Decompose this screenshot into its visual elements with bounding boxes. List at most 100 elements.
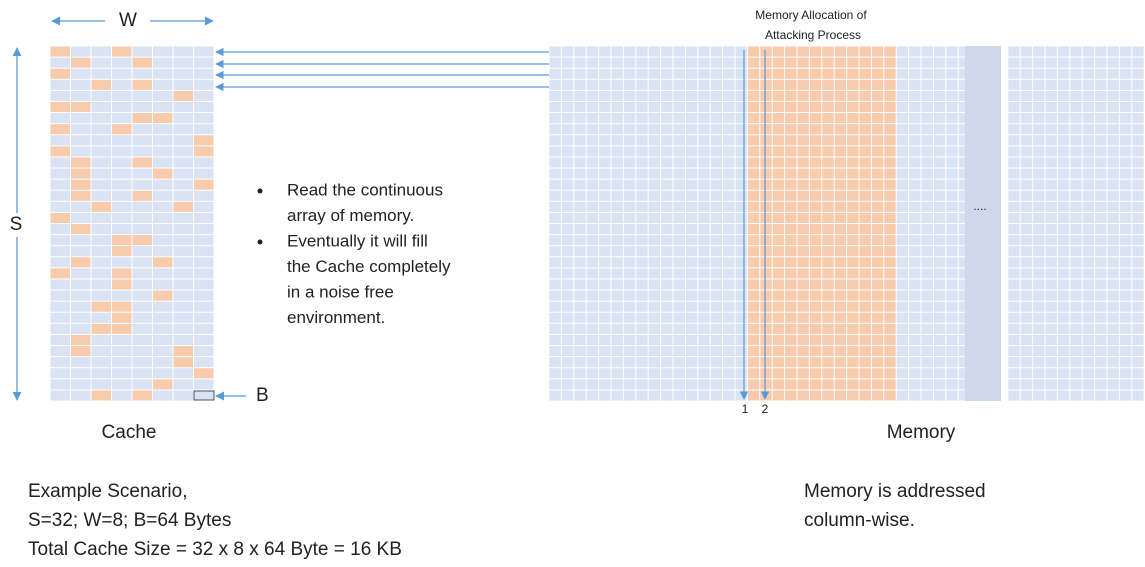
memory-cell xyxy=(859,157,871,168)
memory-cell xyxy=(636,212,648,223)
memory-cell xyxy=(685,179,698,190)
memory-cell xyxy=(785,379,797,390)
memory-cell xyxy=(685,279,698,290)
memory-cell xyxy=(648,279,661,290)
memory-cell xyxy=(834,146,847,157)
cache-cell xyxy=(173,290,193,301)
memory-cell xyxy=(648,113,661,124)
memory-cell xyxy=(958,157,971,168)
memory-cell xyxy=(723,157,735,168)
memory-cell xyxy=(735,212,747,223)
memory-cell xyxy=(958,323,971,334)
memory-cell xyxy=(698,346,710,357)
memory-cell xyxy=(623,179,636,190)
cache-cell xyxy=(50,357,70,368)
memory-cell xyxy=(747,113,760,124)
memory-cell xyxy=(896,201,909,212)
memory-cell xyxy=(772,146,785,157)
memory-cell xyxy=(946,201,958,212)
memory-cell xyxy=(723,379,735,390)
memory-cell xyxy=(1033,101,1045,113)
cache-cell xyxy=(50,68,70,79)
memory-cell xyxy=(710,124,723,135)
memory-cell xyxy=(747,279,760,290)
memory-cell xyxy=(884,279,896,290)
cache-cell xyxy=(91,224,111,235)
memory-cell xyxy=(698,301,710,312)
memory-cell xyxy=(1119,312,1132,323)
memory-cell xyxy=(648,368,661,379)
cache-cell xyxy=(132,135,152,146)
memory-cell xyxy=(1045,146,1057,157)
memory-cell xyxy=(871,357,884,368)
cache-cell xyxy=(132,146,152,157)
memory-cell xyxy=(586,101,599,113)
memory-cell xyxy=(1020,68,1033,79)
memory-cell xyxy=(847,346,859,357)
memory-cell xyxy=(785,290,797,301)
memory-cell xyxy=(1057,379,1070,390)
memory-cell xyxy=(797,268,809,279)
memory-cell xyxy=(673,368,685,379)
memory-cell xyxy=(586,113,599,124)
memory-cell xyxy=(648,357,661,368)
memory-cell xyxy=(685,212,698,223)
memory-cell xyxy=(909,157,921,168)
cache-cell xyxy=(153,79,173,90)
memory-cell xyxy=(958,101,971,113)
memory-cell xyxy=(933,246,946,257)
memory-cell xyxy=(1045,190,1057,201)
memory-cell xyxy=(698,379,710,390)
cache-cell xyxy=(71,57,91,68)
memory-cell xyxy=(871,224,884,235)
memory-cell xyxy=(586,224,599,235)
memory-cell xyxy=(871,179,884,190)
memory-cell xyxy=(685,312,698,323)
cache-cell xyxy=(132,201,152,212)
cache-cell xyxy=(112,246,132,257)
memory-cell xyxy=(1008,124,1020,135)
memory-cell xyxy=(623,346,636,357)
memory-cell xyxy=(834,301,847,312)
memory-cell xyxy=(735,379,747,390)
memory-cell xyxy=(673,57,685,68)
memory-cell xyxy=(1082,246,1095,257)
memory-cell xyxy=(847,79,859,90)
memory-cell xyxy=(735,46,747,57)
memory-cell xyxy=(549,279,561,290)
memory-cell xyxy=(723,368,735,379)
memory-cell xyxy=(574,301,586,312)
memory-cell xyxy=(884,301,896,312)
memory-cell xyxy=(673,79,685,90)
memory-cell xyxy=(723,346,735,357)
memory-cell xyxy=(847,312,859,323)
cache-cell xyxy=(50,135,70,146)
memory-cell xyxy=(549,79,561,90)
cache-cell xyxy=(153,201,173,212)
memory-cell xyxy=(760,368,772,379)
memory-cell xyxy=(1057,68,1070,79)
cache-cell xyxy=(194,190,214,201)
cache-cell xyxy=(132,268,152,279)
memory-cell xyxy=(871,135,884,146)
memory-cell xyxy=(599,312,611,323)
memory-cell xyxy=(1020,113,1033,124)
memory-cell xyxy=(1070,212,1082,223)
memory-cell xyxy=(747,268,760,279)
memory-cell xyxy=(685,190,698,201)
cache-cell xyxy=(194,135,214,146)
memory-cell xyxy=(1095,346,1107,357)
memory-cell xyxy=(623,224,636,235)
memory-cell xyxy=(909,101,921,113)
memory-cell xyxy=(834,279,847,290)
memory-cell xyxy=(1095,279,1107,290)
memory-cell xyxy=(1057,168,1070,179)
memory-cell xyxy=(797,379,809,390)
memory-cell xyxy=(735,301,747,312)
memory-cell xyxy=(723,90,735,101)
memory-cell xyxy=(958,146,971,157)
memory-cell xyxy=(586,390,599,401)
memory-cell xyxy=(623,212,636,223)
memory-cell xyxy=(1095,246,1107,257)
memory-cell xyxy=(1119,146,1132,157)
